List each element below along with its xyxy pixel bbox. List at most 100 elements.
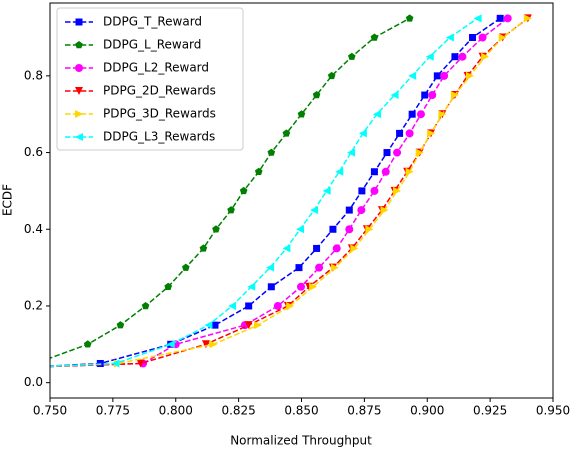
marker: [370, 168, 378, 176]
marker: [383, 149, 391, 157]
marker: [416, 110, 425, 119]
marker: [433, 72, 441, 80]
marker: [83, 340, 92, 348]
marker: [405, 167, 414, 176]
marker: [227, 206, 235, 214]
marker: [425, 52, 434, 61]
marker: [481, 52, 490, 61]
y-tick-label: 0.4: [24, 222, 43, 236]
marker: [370, 33, 379, 41]
marker: [329, 225, 337, 233]
marker: [297, 110, 306, 118]
marker: [228, 301, 237, 310]
marker: [393, 186, 402, 195]
marker: [204, 321, 213, 330]
marker: [141, 301, 150, 310]
marker: [327, 71, 336, 80]
marker: [296, 282, 305, 291]
marker: [21, 363, 29, 371]
marker: [347, 148, 356, 157]
marker: [164, 282, 173, 291]
marker: [211, 321, 219, 329]
marker: [282, 244, 291, 253]
marker: [466, 71, 475, 80]
marker: [209, 340, 218, 349]
marker: [286, 301, 295, 310]
marker: [381, 167, 390, 176]
marker: [266, 263, 275, 272]
y-tick-label: 0.2: [24, 298, 43, 312]
marker: [309, 282, 318, 291]
marker: [116, 321, 125, 329]
marker: [458, 52, 467, 61]
marker: [267, 148, 276, 156]
x-tick-label: 0.775: [96, 404, 130, 418]
y-tick-label: 0.0: [24, 375, 43, 389]
legend-marker: [75, 41, 83, 49]
marker: [295, 264, 303, 272]
plot-area: [21, 14, 532, 371]
marker: [313, 244, 321, 252]
marker: [405, 14, 414, 22]
marker: [247, 282, 256, 291]
marker: [21, 363, 29, 371]
marker: [380, 206, 389, 215]
marker: [503, 14, 512, 23]
marker: [469, 34, 477, 42]
marker: [396, 129, 404, 137]
marker: [450, 91, 459, 100]
marker: [267, 283, 275, 291]
y-tick-label: 0.6: [24, 145, 43, 159]
x-tick-label: 0.875: [347, 404, 381, 418]
marker: [415, 148, 424, 157]
marker: [245, 302, 253, 310]
marker: [350, 244, 359, 253]
marker: [358, 187, 366, 195]
legend-label: DDPG_L3_Rewards: [103, 130, 215, 144]
marker: [357, 206, 366, 215]
marker: [405, 129, 414, 138]
x-tick-label: 0.825: [221, 404, 255, 418]
legend-marker: [75, 110, 83, 118]
legend-box: [56, 7, 244, 151]
marker: [136, 359, 145, 368]
legend-marker: [75, 64, 83, 72]
marker: [390, 91, 399, 100]
marker: [273, 301, 282, 310]
marker: [322, 186, 331, 195]
marker: [312, 91, 321, 99]
marker: [496, 14, 504, 22]
marker: [345, 225, 354, 234]
marker: [335, 167, 344, 176]
x-tick-label: 0.925: [473, 404, 507, 418]
marker: [358, 129, 367, 138]
legend-label: DDPG_L2_Reward: [103, 61, 209, 75]
marker: [244, 321, 253, 330]
marker: [347, 52, 356, 60]
marker: [21, 363, 29, 371]
marker: [182, 263, 190, 271]
marker: [523, 14, 532, 23]
marker: [445, 33, 454, 42]
marker: [315, 263, 324, 272]
marker: [478, 33, 487, 42]
marker: [408, 71, 417, 80]
marker: [239, 186, 248, 195]
marker: [370, 186, 379, 195]
legend-label: PDPG_2D_Rewards: [103, 84, 216, 98]
marker: [253, 321, 262, 330]
marker: [427, 129, 436, 138]
marker: [201, 340, 210, 349]
legend-label: PDPG_3D_Rewards: [103, 107, 216, 121]
marker: [254, 167, 263, 175]
plot-frame: [49, 2, 554, 399]
marker: [282, 129, 291, 137]
y-axis-label: ECDF: [1, 184, 15, 216]
marker: [498, 33, 507, 42]
marker: [365, 225, 374, 234]
marker: [393, 148, 402, 157]
marker: [212, 225, 220, 233]
marker: [330, 263, 339, 272]
marker: [199, 244, 208, 252]
marker: [438, 110, 447, 119]
